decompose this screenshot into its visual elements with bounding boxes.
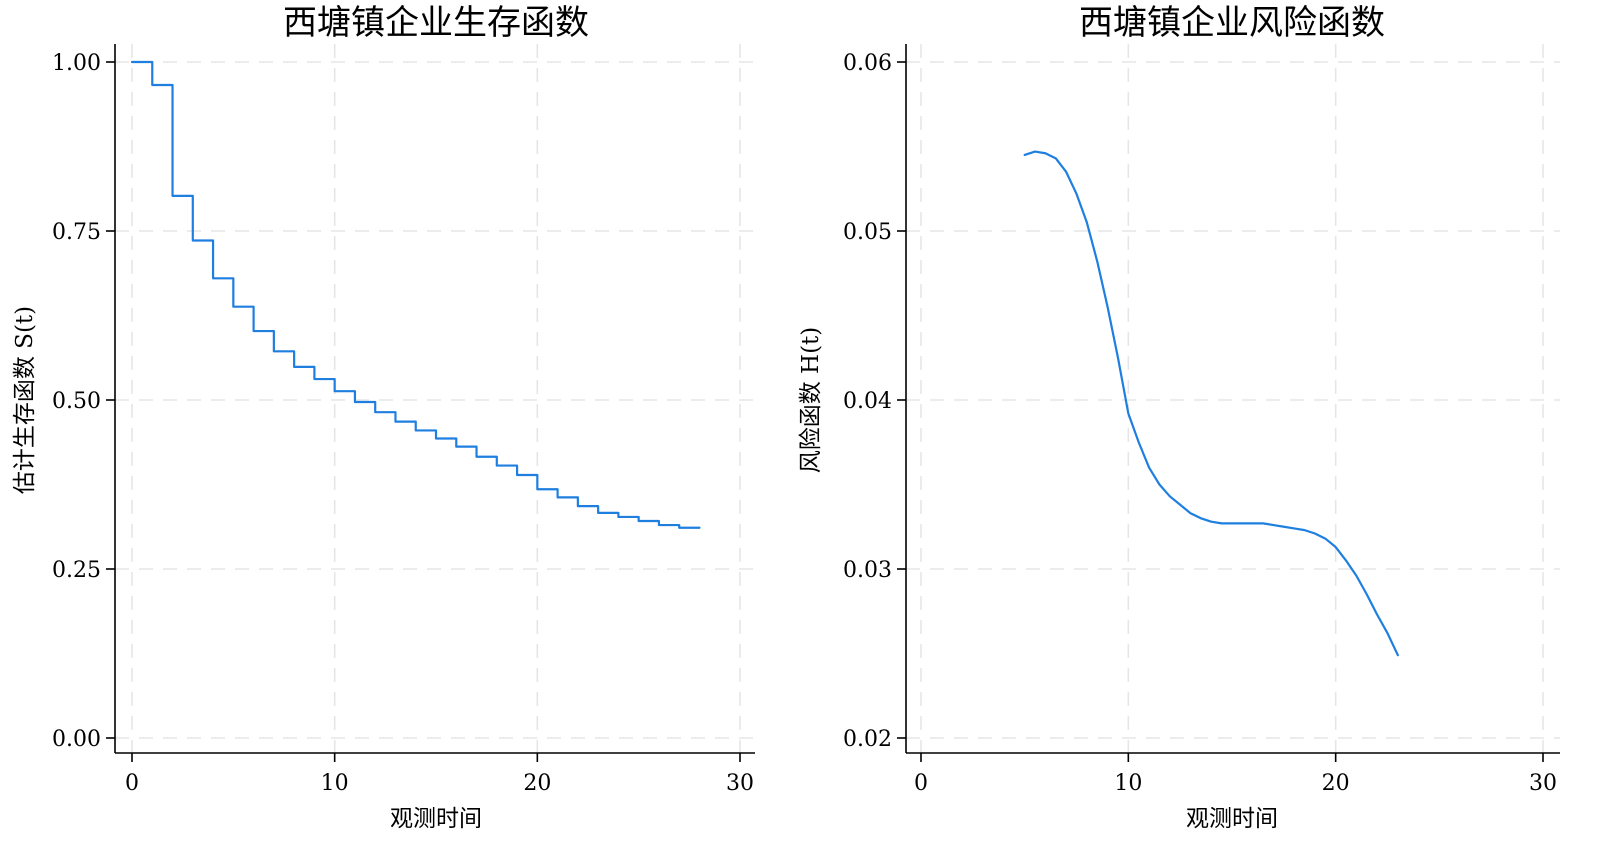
y-axis-label: 风险函数 H(t) [798,327,824,474]
x-tick-label: 10 [321,771,349,796]
y-tick-label: 0.02 [843,727,892,752]
y-tick-label: 0.06 [843,51,892,76]
y-tick-label: 0.00 [52,727,101,752]
x-tick-label: 30 [726,771,754,796]
x-tick-label: 0 [914,771,928,796]
x-axis-label: 观测时间 [390,806,482,832]
hazard-chart: 西塘镇企业风险函数 0.02 0.03 0.04 0.05 0.06 0 10 20 30 观测… [798,3,1560,832]
y-tick-label: 0.05 [843,220,892,245]
x-tick-label: 30 [1529,771,1557,796]
y-axis-label: 估计生存函数 S(t) [12,306,38,494]
survival-chart: 西塘镇企业生存函数 0.00 0.25 0.50 0.75 1.00 0 10 20 30 观测… [12,3,755,832]
y-tick-label: 0.50 [52,389,101,414]
chart-title: 西塘镇企业风险函数 [1079,3,1385,43]
x-axis-label: 观测时间 [1186,806,1278,832]
x-tick-label: 10 [1114,771,1142,796]
y-tick-label: 0.75 [52,220,101,245]
hazard-curve [1023,150,1399,657]
survival-step-line [130,60,701,529]
grid-lines [906,44,1560,753]
x-tick-label: 20 [1322,771,1350,796]
y-tick-label: 0.25 [52,558,101,583]
x-tick-label: 20 [523,771,551,796]
axis-ticks: 0.00 0.25 0.50 0.75 1.00 0 10 20 30 [52,51,754,796]
chart-title: 西塘镇企业生存函数 [283,3,589,43]
y-tick-label: 0.04 [843,389,892,414]
y-tick-label: 1.00 [52,51,101,76]
x-tick-label: 0 [125,771,139,796]
axis-ticks: 0.02 0.03 0.04 0.05 0.06 0 10 20 30 [843,51,1557,796]
y-tick-label: 0.03 [843,558,892,583]
grid-lines [115,44,755,753]
